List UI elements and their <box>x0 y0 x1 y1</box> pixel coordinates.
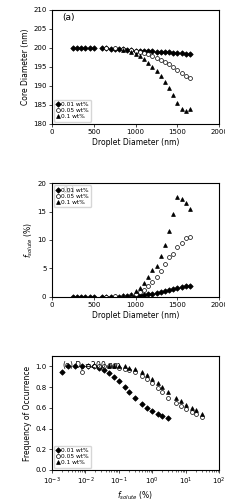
X-axis label: Droplet Diameter (nm): Droplet Diameter (nm) <box>92 312 178 320</box>
Legend: 0.01 wt%, 0.05 wt%, 0.1 wt%: 0.01 wt%, 0.05 wt%, 0.1 wt% <box>54 186 91 207</box>
Y-axis label: Frequency of Occurrence: Frequency of Occurrence <box>23 366 32 460</box>
Text: (b): (b) <box>62 186 74 196</box>
Text: (a): (a) <box>62 14 74 22</box>
X-axis label: $f_{solute}$ (%): $f_{solute}$ (%) <box>117 490 153 500</box>
Y-axis label: Core Diameter (nm): Core Diameter (nm) <box>21 28 30 105</box>
X-axis label: Droplet Diameter (nm): Droplet Diameter (nm) <box>92 138 178 147</box>
Text: (c) $D_p$=200 nm: (c) $D_p$=200 nm <box>62 360 121 372</box>
Legend: 0.01 wt%, 0.05 wt%, 0.1 wt%: 0.01 wt%, 0.05 wt%, 0.1 wt% <box>54 446 91 468</box>
Legend: 0.01 wt%, 0.05 wt%, 0.1 wt%: 0.01 wt%, 0.05 wt%, 0.1 wt% <box>54 100 91 122</box>
Y-axis label: $f_{solute}$ (%): $f_{solute}$ (%) <box>22 222 34 258</box>
